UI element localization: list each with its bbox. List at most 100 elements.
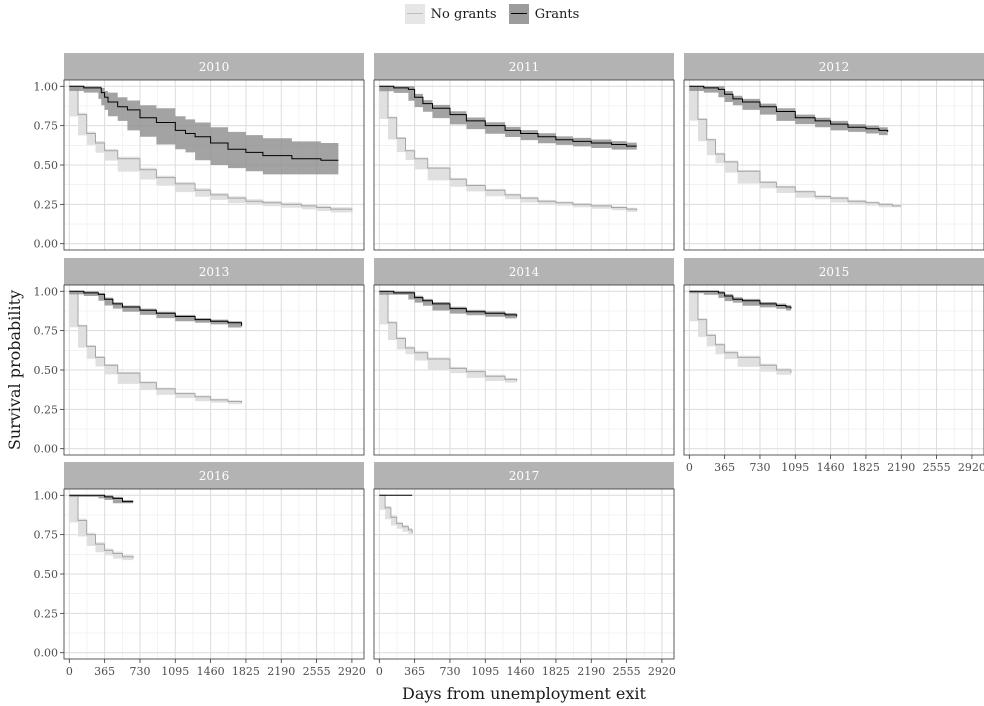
y-tick-label: 0.00 — [34, 443, 59, 456]
x-tick-label: 2555 — [303, 665, 331, 678]
x-tick-label: 0 — [686, 461, 693, 474]
legend-item-no-grants: No grants — [404, 4, 497, 24]
panel-strip — [64, 53, 364, 80]
x-axis-label: Days from unemployment exit — [402, 684, 647, 703]
panel-strip-label: 2015 — [819, 265, 850, 279]
x-tick-label: 1825 — [232, 665, 260, 678]
panel-2015: 2015 0 365 730 1095 1460 1825 2190 2555 2920 — [683, 258, 984, 474]
panel-border — [683, 284, 984, 456]
survival-line-grants — [69, 85, 339, 161]
x-tick-label: 730 — [129, 665, 150, 678]
survival-line-grants — [689, 85, 889, 132]
survival-line-no-grants — [69, 290, 243, 404]
x-tick-label: 2555 — [923, 461, 951, 474]
panel-strip — [684, 53, 984, 80]
panel-strip — [64, 258, 364, 285]
x-tick-label: 2555 — [613, 665, 641, 678]
y-tick-label: 0.25 — [34, 198, 59, 211]
y-tick-label: 0.75 — [34, 325, 59, 338]
y-tick-label: 0.25 — [34, 403, 59, 416]
legend-label-no-grants: No grants — [430, 6, 497, 22]
x-tick-label: 2190 — [887, 461, 915, 474]
panel-strip — [64, 462, 364, 489]
confidence-band-no-grants — [69, 495, 134, 561]
y-tick-label: 1.00 — [34, 80, 59, 93]
panel-2012: 2012 — [683, 53, 984, 251]
x-tick-label: 2920 — [648, 665, 676, 678]
confidence-band-no-grants — [69, 291, 242, 405]
x-tick-label: 365 — [94, 665, 115, 678]
panel-border — [373, 488, 675, 660]
confidence-band-no-grants — [689, 86, 902, 208]
y-tick-label: 0.50 — [34, 159, 59, 172]
y-tick-label: 0.75 — [34, 529, 59, 542]
panel-strip-label: 2017 — [509, 469, 540, 483]
panel-border — [683, 79, 984, 251]
survival-line-no-grants — [379, 290, 518, 381]
panel-strip — [374, 53, 674, 80]
confidence-band-grants — [69, 86, 339, 175]
survival-line-grants — [689, 290, 792, 309]
confidence-band-no-grants — [379, 291, 517, 383]
panel-2017: 2017 0 365 730 1095 1460 1825 2190 2555 2920 — [373, 462, 676, 678]
x-tick-label: 365 — [404, 665, 425, 678]
confidence-band-grants — [69, 495, 134, 504]
x-tick-label: 1095 — [781, 461, 809, 474]
y-tick-label: 0.00 — [34, 647, 59, 660]
panel-border — [373, 284, 675, 456]
survival-line-no-grants — [379, 494, 413, 534]
survival-line-grants — [379, 85, 637, 147]
legend-item-grants: Grants — [508, 4, 579, 24]
legend-key-grants — [508, 4, 529, 24]
legend-key-no-grants — [404, 4, 425, 24]
panel-2010: 2010 0.00 0.25 0.50 0.75 1.00 — [34, 53, 365, 251]
confidence-band-no-grants — [379, 495, 413, 535]
y-tick-label: 1.00 — [34, 489, 59, 502]
x-tick-label: 2920 — [338, 665, 366, 678]
x-tick-label: 1825 — [542, 665, 570, 678]
legend: No grants Grants — [0, 4, 984, 28]
panel-strip-label: 2010 — [199, 60, 230, 74]
x-tick-label: 0 — [376, 665, 383, 678]
y-tick-label: 0.00 — [34, 238, 59, 251]
x-tick-label: 730 — [749, 461, 770, 474]
panel-strip — [374, 462, 674, 489]
x-tick-label: 1460 — [817, 461, 845, 474]
y-tick-label: 0.50 — [34, 568, 59, 581]
confidence-band-grants — [689, 291, 791, 311]
y-tick-label: 0.25 — [34, 607, 59, 620]
panel-strip-label: 2012 — [819, 60, 850, 74]
panel-2014: 2014 — [373, 258, 675, 456]
x-tick-label: 1825 — [852, 461, 880, 474]
confidence-band-no-grants — [689, 291, 791, 375]
survival-line-no-grants — [69, 85, 353, 211]
x-tick-label: 1460 — [197, 665, 225, 678]
y-tick-label: 0.50 — [34, 364, 59, 377]
y-axis-label: Survival probability — [5, 290, 24, 450]
x-tick-label: 2190 — [577, 665, 605, 678]
panel-2013: 2013 0.00 0.25 0.50 0.75 1.00 — [34, 258, 365, 456]
survival-line-no-grants — [689, 85, 902, 207]
survival-line-grants — [379, 290, 518, 317]
x-tick-label: 2190 — [267, 665, 295, 678]
survival-line-grants — [69, 290, 243, 326]
survival-line-no-grants — [379, 85, 638, 211]
survival-line-no-grants — [689, 290, 792, 374]
x-tick-label: 1095 — [161, 665, 189, 678]
panel-strip-label: 2011 — [509, 60, 540, 74]
x-tick-label: 365 — [714, 461, 735, 474]
panel-border — [373, 79, 675, 251]
x-tick-label: 2920 — [958, 461, 984, 474]
confidence-band-grants — [69, 291, 242, 328]
x-tick-label: 0 — [66, 665, 73, 678]
y-tick-label: 1.00 — [34, 285, 59, 298]
panel-2016: 2016 0.00 0.25 0.50 0.75 1.00 0 365 730 1095 1460 1… — [34, 462, 366, 678]
y-tick-label: 0.75 — [34, 120, 59, 133]
panel-strip — [374, 258, 674, 285]
survival-line-no-grants — [69, 494, 134, 559]
x-tick-label: 1095 — [471, 665, 499, 678]
x-tick-label: 730 — [439, 665, 460, 678]
x-tick-label: 1460 — [507, 665, 535, 678]
panel-strip — [684, 258, 984, 285]
